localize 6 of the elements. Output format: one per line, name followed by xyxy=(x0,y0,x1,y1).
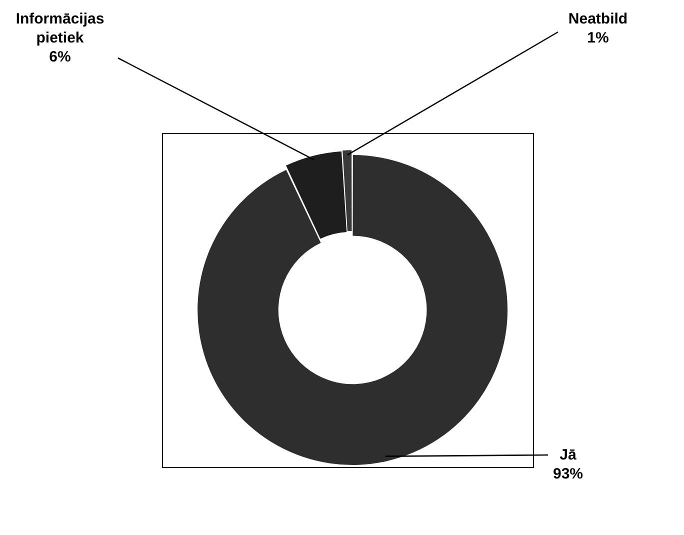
data-label: 93% xyxy=(552,466,584,483)
data-label: 1% xyxy=(587,30,609,47)
slice-label: Neatbild xyxy=(568,10,628,28)
slice-label: Informācijas pietiek xyxy=(16,10,104,47)
slice-label: Jā xyxy=(560,446,577,464)
data-label: 6% xyxy=(49,48,71,66)
